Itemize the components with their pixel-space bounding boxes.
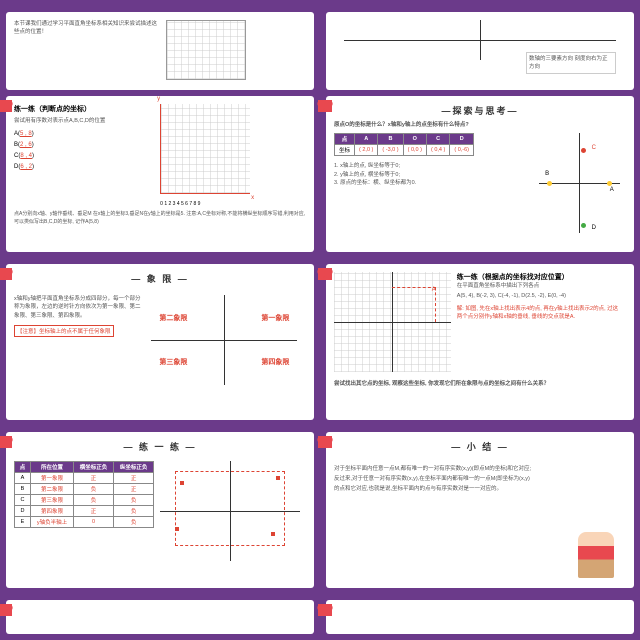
slide-3-footer: 点A分别向x轴、y轴作垂线、垂足M 在x轴上的坐标3,垂足N在y轴上的坐标是5.… <box>14 211 306 226</box>
slide-4-question: 原点O的坐标是什么？x轴和y轴上的点坐标有什么特点? <box>334 121 626 129</box>
quadrant-diagram: 第二象限 第一象限 第三象限 第四象限 <box>151 295 297 385</box>
point-c: C(8 , 4) <box>14 151 154 162</box>
slide-8-title: — 小 结 — <box>334 440 626 453</box>
slide-3-title: 练一练（判断点的坐标） <box>14 104 154 114</box>
slide-8-text: 对于坐标平面内任意一点M,都有唯一的一对有序实数(x,y)(即点M的坐标)和它对… <box>334 465 533 495</box>
heart-icon <box>318 436 332 448</box>
slide-6-subtitle: 在平面直角坐标系中描出下列各点 <box>457 282 621 290</box>
point-d: D(6 , 2) <box>14 162 154 173</box>
slide-3-subtitle: 尝试用有序数对表示点A,B,C,D的位置 <box>14 117 154 125</box>
slide-7-table: 点所在位置横坐标正负纵坐标正负 A第一象限正正 B第二象限负正 C第三象限负负 … <box>14 461 154 528</box>
heart-icon <box>0 268 12 280</box>
slide-4-diagram: C B A D <box>539 133 621 233</box>
heart-icon <box>318 268 332 280</box>
slide-5-note: 【注意】坐标轴上的点不属于任何象限 <box>14 325 114 337</box>
point-a: A(5 , 8) <box>14 129 154 140</box>
slide-10-partial <box>320 594 640 640</box>
slide-1-grid <box>166 20 246 80</box>
slide-4: —探索与思考— 原点O的坐标是什么？x轴和y轴上的点坐标有什么特点? 点ABOC… <box>320 90 640 258</box>
slide-5-text: x轴和y轴把平面直角坐标系分成四部分，每一个部分称为象限，左边的逆时针方向依次为… <box>14 295 145 320</box>
heart-icon <box>318 604 332 616</box>
x-axis-labels: 0 1 2 3 4 5 6 7 8 9 <box>160 201 300 207</box>
girl-illustration <box>578 532 614 578</box>
heart-icon <box>0 100 12 112</box>
slide-4-table: 点ABOCD 坐标( 2,0 )( -3,0 )( 0,0 )( 0,4 )( … <box>334 133 474 156</box>
slide-8: — 小 结 — 对于坐标平面内任意一点M,都有唯一的一对有序实数(x,y)(即点… <box>320 426 640 594</box>
slide-6: A 练一练（根据点的坐标找对应位置） 在平面直角坐标系中描出下列各点 A(5, … <box>320 258 640 426</box>
slide-1-partial: 本节课我们通过学习平面直角坐标系相关知识来尝试描述这些点的位置！ <box>0 0 320 90</box>
slide-6-note: 解: 如图, 先在x轴上找出表示4的点, 再在y轴上找出表示2的点, 过这两个点… <box>457 305 621 322</box>
slide-6-footer: 尝试找出其它点的坐标, 观察这些坐标, 你发现它们所在象限与点的坐标之间有什么关… <box>334 380 626 388</box>
slide-7-chart <box>160 461 300 561</box>
note-3: 3. 原点的坐标：横、纵坐标都为0. <box>334 179 533 187</box>
slide-4-title: —探索与思考— <box>334 104 626 117</box>
slide-2-partial: 数轴的三要素方向 刻度向右为正方向 <box>320 0 640 90</box>
slide-7-title: — 练 一 练 — <box>14 440 306 453</box>
heart-icon <box>318 100 332 112</box>
slide-9-partial <box>0 594 320 640</box>
slide-6-points: A(5, 4), B(-2, 3), C(-4, -1), D(2.5, -2)… <box>457 292 621 300</box>
slide-6-title: 练一练（根据点的坐标找对应位置） <box>457 272 621 282</box>
point-b: B(2 , 6) <box>14 140 154 151</box>
slide-3-chart: y x <box>160 104 250 194</box>
note-2: 2. y轴上的点, 横坐标等于0; <box>334 171 533 179</box>
slide-5: — 象 限 — x轴和y轴把平面直角坐标系分成四部分，每一个部分称为象限，左边的… <box>0 258 320 426</box>
slide-5-title: — 象 限 — <box>14 272 306 285</box>
slide-2-text: 数轴的三要素方向 刻度向右为正方向 <box>526 52 616 75</box>
slide-7: — 练 一 练 — 点所在位置横坐标正负纵坐标正负 A第一象限正正 B第二象限负… <box>0 426 320 594</box>
slide-6-chart: A <box>334 272 451 372</box>
note-1: 1. x轴上的点, 纵坐标等于0; <box>334 162 533 170</box>
slide-3: 练一练（判断点的坐标） 尝试用有序数对表示点A,B,C,D的位置 A(5 , 8… <box>0 90 320 258</box>
heart-icon <box>0 436 12 448</box>
slide-1-text: 本节课我们通过学习平面直角坐标系相关知识来尝试描述这些点的位置！ <box>14 20 160 80</box>
heart-icon <box>0 604 12 616</box>
y-axis-hint <box>480 20 481 60</box>
